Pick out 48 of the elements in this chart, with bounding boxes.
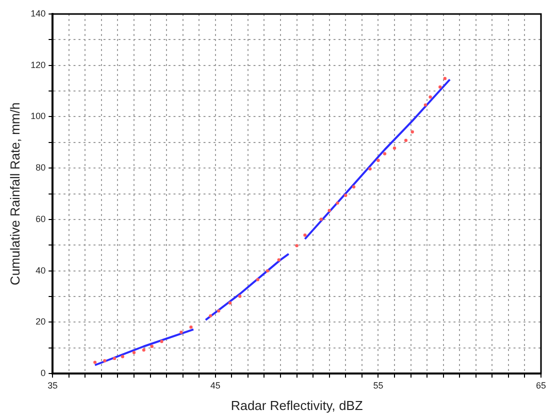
point bbox=[142, 348, 146, 352]
point bbox=[438, 85, 442, 89]
point bbox=[303, 234, 307, 237]
point bbox=[410, 130, 414, 134]
point bbox=[238, 294, 242, 298]
point bbox=[320, 218, 323, 221]
point bbox=[392, 146, 396, 150]
point bbox=[256, 278, 260, 282]
y-tick-label: 20 bbox=[36, 316, 46, 327]
point bbox=[383, 152, 386, 156]
x-tick-label: 65 bbox=[536, 380, 546, 390]
point bbox=[132, 350, 136, 354]
point bbox=[189, 326, 193, 329]
point bbox=[352, 185, 356, 188]
point bbox=[150, 344, 154, 348]
point bbox=[208, 314, 212, 318]
point bbox=[443, 76, 447, 80]
point bbox=[344, 194, 348, 197]
point bbox=[217, 309, 220, 313]
y-tick-label: 0 bbox=[40, 368, 46, 378]
point bbox=[121, 355, 124, 358]
point bbox=[424, 103, 428, 107]
y-tick-label: 100 bbox=[30, 111, 46, 122]
point bbox=[368, 167, 372, 170]
point bbox=[103, 359, 106, 362]
x-tick-label: 35 bbox=[48, 380, 58, 390]
y-tick-label: 80 bbox=[36, 162, 46, 173]
point bbox=[160, 340, 164, 344]
y-tick-label: 40 bbox=[36, 265, 46, 276]
point bbox=[277, 258, 280, 262]
point bbox=[228, 301, 232, 305]
y-axis-title: Cumulative Rainfall Rate, mm/h bbox=[7, 102, 22, 286]
y-tick-label: 140 bbox=[30, 8, 46, 18]
x-axis-title: Radar Reflectivity, dBZ bbox=[230, 398, 363, 413]
y-tick-label: 120 bbox=[30, 60, 46, 70]
point bbox=[180, 330, 183, 334]
point bbox=[428, 95, 432, 99]
point bbox=[328, 208, 331, 212]
point bbox=[93, 360, 97, 364]
x-tick-label: 55 bbox=[373, 380, 384, 390]
point bbox=[404, 138, 408, 142]
point bbox=[112, 356, 116, 360]
point bbox=[336, 201, 340, 205]
point bbox=[376, 158, 380, 162]
point bbox=[266, 269, 270, 272]
x-tick-label: 45 bbox=[210, 380, 220, 390]
point bbox=[295, 244, 298, 248]
y-tick-label: 60 bbox=[36, 214, 46, 224]
